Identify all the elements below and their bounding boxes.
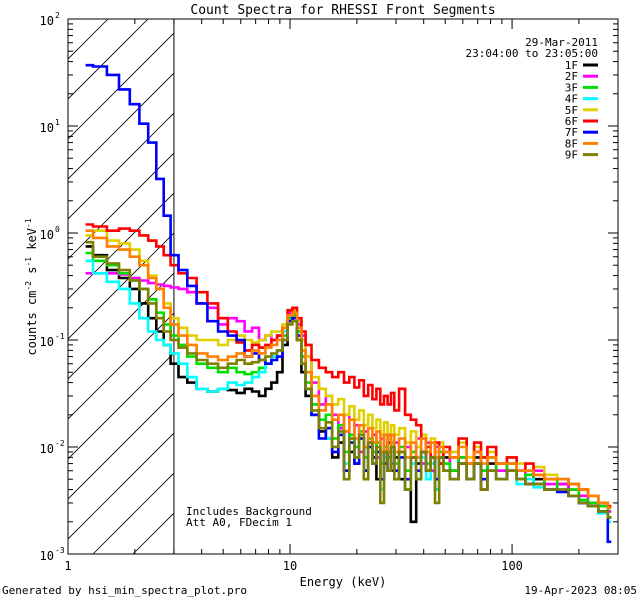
x-tick-label: 10 [283, 559, 297, 573]
y-axis-label: counts cm-2 s-1 keV-1 [24, 218, 39, 355]
y-label-exp: -1 [24, 257, 33, 267]
y-label-part: s [25, 267, 39, 281]
x-axis-label: Energy (keV) [300, 575, 387, 589]
legend-label-6f: 6F [565, 115, 578, 128]
series-line-6f [85, 223, 612, 508]
date-label: 29-Mar-2011 [525, 36, 598, 49]
y-tick-label-exponent: -2 [55, 439, 65, 448]
legend-label-5f: 5F [565, 104, 578, 117]
y-tick-label-exponent: -1 [55, 332, 65, 341]
plot-frame [67, 18, 619, 555]
y-tick-label: 10 [40, 121, 54, 135]
series-line-5f [85, 229, 612, 508]
y-tick-label: 10 [40, 228, 54, 242]
legend-label-1f: 1F [565, 59, 578, 72]
chart-title: Count Spectra for RHESSI Front Segments [190, 3, 495, 18]
legend-label-2f: 2F [565, 70, 578, 83]
axis-ticks [67, 18, 619, 555]
y-tick-label: 10 [40, 335, 54, 349]
series-line-9f [85, 240, 612, 519]
annotation-attenuator: Att A0, FDecim 1 [186, 516, 292, 529]
y-tick-label-exponent: 1 [55, 118, 60, 127]
x-tick-label: 1 [64, 559, 71, 573]
y-label-exp: -1 [24, 218, 33, 228]
legend-label-8f: 8F [565, 137, 578, 150]
y-tick-label: 10 [40, 549, 54, 563]
generated-by: Generated by hsi_min_spectra_plot.pro [2, 584, 247, 597]
legend-label-9f: 9F [565, 149, 578, 162]
y-tick-label: 10 [40, 442, 54, 456]
x-tick-label: 100 [501, 559, 523, 573]
hatch-line [68, 192, 174, 300]
legend-label-4f: 4F [565, 93, 578, 106]
y-tick-label: 10 [40, 14, 54, 28]
hatch-line [68, 19, 69, 20]
hatch-line [68, 312, 174, 420]
y-tick-label-exponent: -3 [55, 546, 65, 555]
hatch-line [68, 152, 174, 260]
y-tick-label-exponent: 2 [55, 11, 60, 20]
annotation-background: Includes Background [186, 505, 312, 518]
y-label-part: counts cm [25, 291, 39, 356]
hatch-line [68, 112, 174, 220]
hatch-line [68, 392, 174, 500]
time-range-label: 23:04:00 to 23:05:00 [466, 47, 598, 60]
hatch-line [68, 19, 149, 100]
series-lines [85, 63, 612, 544]
x-tick-labels: 1 10 100 [64, 559, 523, 573]
plot-timestamp: 19-Apr-2023 08:05 [524, 584, 637, 597]
hatch-line [68, 19, 109, 60]
legend-label-7f: 7F [565, 126, 578, 139]
legend-label-3f: 3F [565, 81, 578, 94]
hatch-line [68, 32, 174, 140]
y-label-part: keV [25, 228, 39, 257]
y-tick-label-exponent: 0 [55, 225, 60, 234]
hatch-line [68, 272, 174, 380]
hatch-line [68, 432, 174, 540]
hatch-line [68, 232, 174, 340]
y-label-exp: -2 [24, 281, 33, 291]
